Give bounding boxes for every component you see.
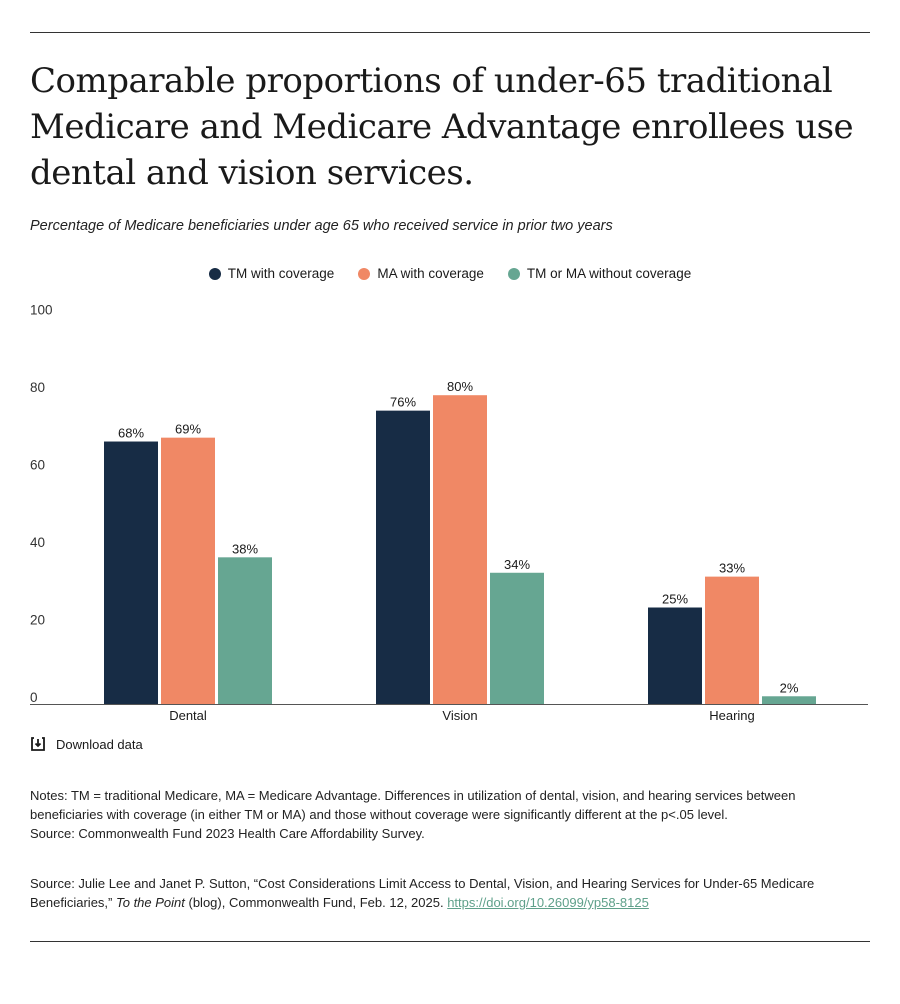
source-citation: Source: Julie Lee and Janet P. Sutton, “… [30,874,870,912]
source-italic: To the Point [115,895,185,910]
y-tick-label: 0 [30,690,38,705]
legend-swatch [507,267,520,280]
x-tick-label: Vision [442,708,477,723]
legend: TM with coverage MA with coverage TM or … [0,266,900,281]
download-icon [31,737,45,751]
notes: Notes: TM = traditional Medicare, MA = M… [30,786,870,843]
bar [376,410,430,704]
legend-item-ma: MA with coverage [358,266,484,281]
bar [648,607,702,704]
value-label: 68% [118,426,144,441]
notes-source: Source: Commonwealth Fund 2023 Health Ca… [30,826,425,841]
value-label: 34% [504,557,530,572]
chart-title: Comparable proportions of under-65 tradi… [30,61,854,193]
value-label: 76% [390,395,416,410]
download-label: Download data [56,736,143,752]
bar [705,576,759,704]
y-tick-label: 40 [30,535,45,550]
y-tick-label: 60 [30,458,45,473]
bar [161,437,215,704]
chart-subtitle: Percentage of Medicare beneficiaries und… [30,218,613,234]
legend-swatch [358,267,371,280]
legend-item-none: TM or MA without coverage [507,266,692,281]
notes-text: Notes: TM = traditional Medicare, MA = M… [30,788,796,822]
y-tick-label: 80 [30,380,45,395]
y-tick-label: 20 [30,613,45,628]
doi-link[interactable]: https://doi.org/10.26099/yp58-8125 [447,895,649,910]
legend-label: TM or MA without coverage [526,266,692,281]
y-tick-label: 100 [30,303,53,318]
source-prefix: Source: Julie Lee and Janet P. Sutton, “… [30,876,815,910]
bar [104,441,158,704]
legend-swatch [208,267,221,280]
bar [490,572,544,704]
value-label: 25% [662,592,688,607]
value-label: 69% [175,422,201,437]
legend-item-tm: TM with coverage [208,266,335,281]
legend-label: TM with coverage [227,266,335,281]
bar [433,395,487,704]
value-label: 2% [780,680,799,695]
legend-label: MA with coverage [377,266,484,281]
download-data-button[interactable]: Download data [30,736,143,752]
bottom-divider [30,941,870,942]
top-divider [30,32,870,33]
value-label: 33% [719,561,745,576]
source-suffix: (blog), Commonwealth Fund, Feb. 12, 2025… [184,895,448,910]
bar [762,696,816,704]
x-tick-label: Hearing [709,708,755,723]
value-label: 38% [232,541,258,556]
bar [218,557,272,704]
value-label: 80% [447,379,473,394]
x-tick-label: Dental [169,708,207,723]
